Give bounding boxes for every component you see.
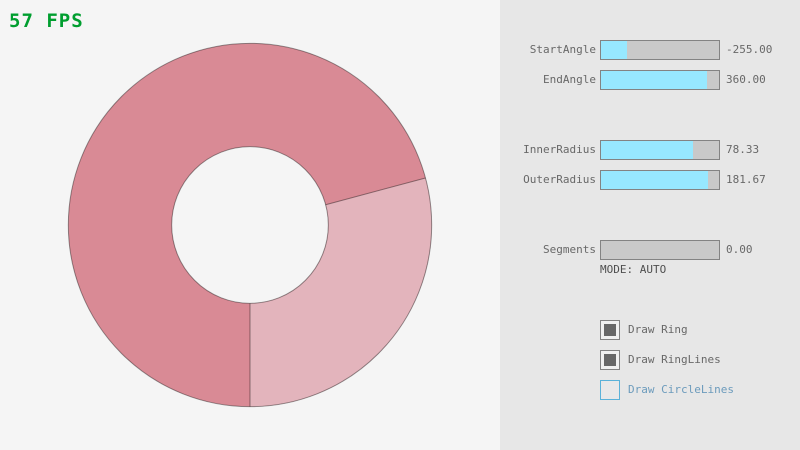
draw-ring-checkbox[interactable] [600,320,620,340]
check-row-draw-ring: Draw Ring [0,320,800,340]
outerradius-slider-fill [601,171,709,189]
outerradius-value: 181.67 [726,173,766,186]
startangle-slider-fill [601,41,627,59]
draw-circlelines-checkbox[interactable] [600,380,620,400]
innerradius-slider-fill [601,141,694,159]
slider-row-outerradius: OuterRadius 181.67 [0,170,800,190]
segments-sliderbar[interactable] [600,240,720,260]
check-mark-icon [604,324,616,336]
startangle-value: -255.00 [726,43,773,56]
draw-ring-label: Draw Ring [628,323,688,336]
slider-label-startangle: StartAngle [529,43,596,56]
endangle-value: 360.00 [726,73,766,86]
segments-mode-label: MODE: AUTO [600,263,667,276]
slider-label-outerradius: OuterRadius [523,173,596,186]
draw-circlelines-label: Draw CircleLines [628,383,734,396]
draw-ringlines-checkbox[interactable] [600,350,620,370]
draw-ringlines-label: Draw RingLines [628,353,721,366]
innerradius-sliderbar[interactable] [600,140,720,160]
check-row-draw-ringlines: Draw RingLines [0,350,800,370]
segments-value: 0.00 [726,243,753,256]
slider-label-innerradius: InnerRadius [523,143,596,156]
slider-row-innerradius: InnerRadius 78.33 [0,140,800,160]
check-row-draw-circlelines: Draw CircleLines [0,380,800,400]
outerradius-sliderbar[interactable] [600,170,720,190]
slider-row-startangle: StartAngle -255.00 [0,40,800,60]
slider-label-segments: Segments [543,243,596,256]
slider-label-endangle: EndAngle [543,73,596,86]
innerradius-value: 78.33 [726,143,760,156]
slider-row-endangle: EndAngle 360.00 [0,70,800,90]
endangle-sliderbar[interactable] [600,70,720,90]
endangle-slider-fill [601,71,708,89]
slider-row-segments: Segments 0.00 [0,240,800,260]
check-mark-icon [604,354,616,366]
fps-counter: 57 FPS [9,10,84,32]
startangle-sliderbar[interactable] [600,40,720,60]
